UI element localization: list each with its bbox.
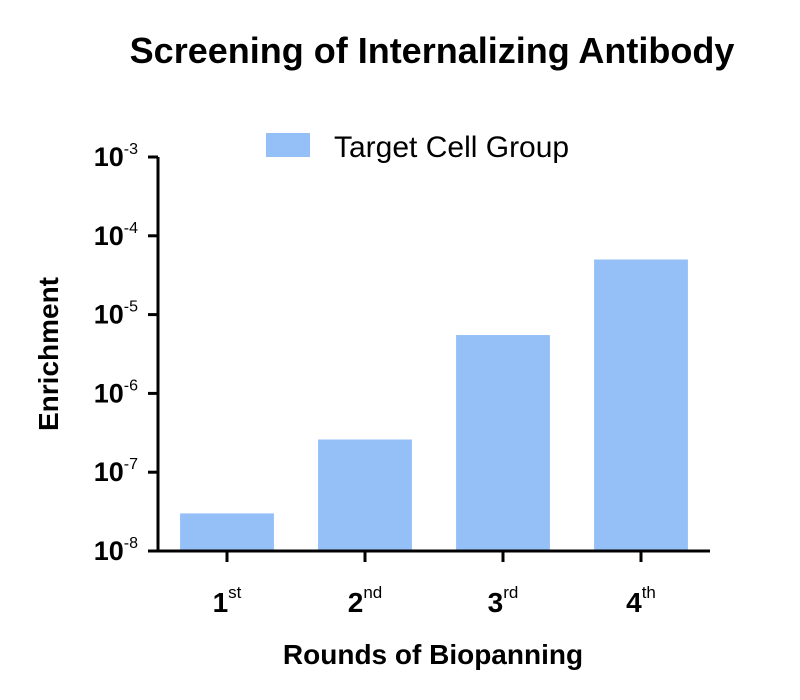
x-axis-label: Rounds of Biopanning — [283, 639, 583, 670]
x-tick-suffix: th — [642, 583, 656, 602]
y-tick-base: 10 — [94, 457, 124, 487]
y-tick-label: 10-7 — [94, 456, 138, 487]
x-tick-label: 2nd — [348, 583, 383, 618]
x-tick-suffix: nd — [363, 583, 382, 602]
legend-swatch — [266, 133, 310, 157]
bar-2nd — [318, 439, 412, 551]
y-tick-base: 10 — [94, 378, 124, 408]
y-tick-label: 10-3 — [94, 141, 138, 172]
y-tick-exponent: -3 — [124, 141, 138, 158]
x-ticks: 1st 2nd 3rd 4th — [213, 551, 656, 618]
x-tick-suffix: rd — [503, 583, 518, 602]
y-tick-exponent: -7 — [124, 456, 138, 473]
y-axis-label: Enrichment — [33, 277, 64, 431]
y-tick-base: 10 — [94, 221, 124, 251]
legend: Target Cell Group — [266, 131, 569, 164]
bar-4th — [594, 259, 688, 551]
x-tick-label: 3rd — [488, 583, 519, 618]
chart-title: Screening of Internalizing Antibody — [129, 30, 735, 71]
bars — [180, 259, 688, 551]
y-tick-label: 10-4 — [94, 220, 138, 251]
y-tick-label: 10-6 — [94, 377, 138, 408]
y-tick-label: 10-8 — [94, 535, 138, 566]
legend-label: Target Cell Group — [334, 131, 569, 164]
x-tick-number: 1 — [213, 587, 229, 618]
x-tick-number: 2 — [348, 587, 364, 618]
bar-3rd — [456, 335, 550, 551]
x-tick-label: 1st — [213, 583, 242, 618]
x-tick-label: 4th — [626, 583, 656, 618]
y-tick-base: 10 — [94, 536, 124, 566]
y-tick-base: 10 — [94, 300, 124, 330]
y-ticks: 10-310-410-510-610-710-8 — [94, 141, 158, 566]
y-tick-base: 10 — [94, 142, 124, 172]
y-tick-label: 10-5 — [94, 299, 138, 330]
x-tick-number: 3 — [488, 587, 504, 618]
y-tick-exponent: -4 — [124, 220, 138, 237]
y-tick-exponent: -5 — [124, 299, 138, 316]
bar-1st — [180, 513, 274, 551]
y-tick-exponent: -6 — [124, 377, 138, 394]
y-tick-exponent: -8 — [124, 535, 138, 552]
x-tick-number: 4 — [626, 587, 642, 618]
x-tick-suffix: st — [228, 583, 242, 602]
